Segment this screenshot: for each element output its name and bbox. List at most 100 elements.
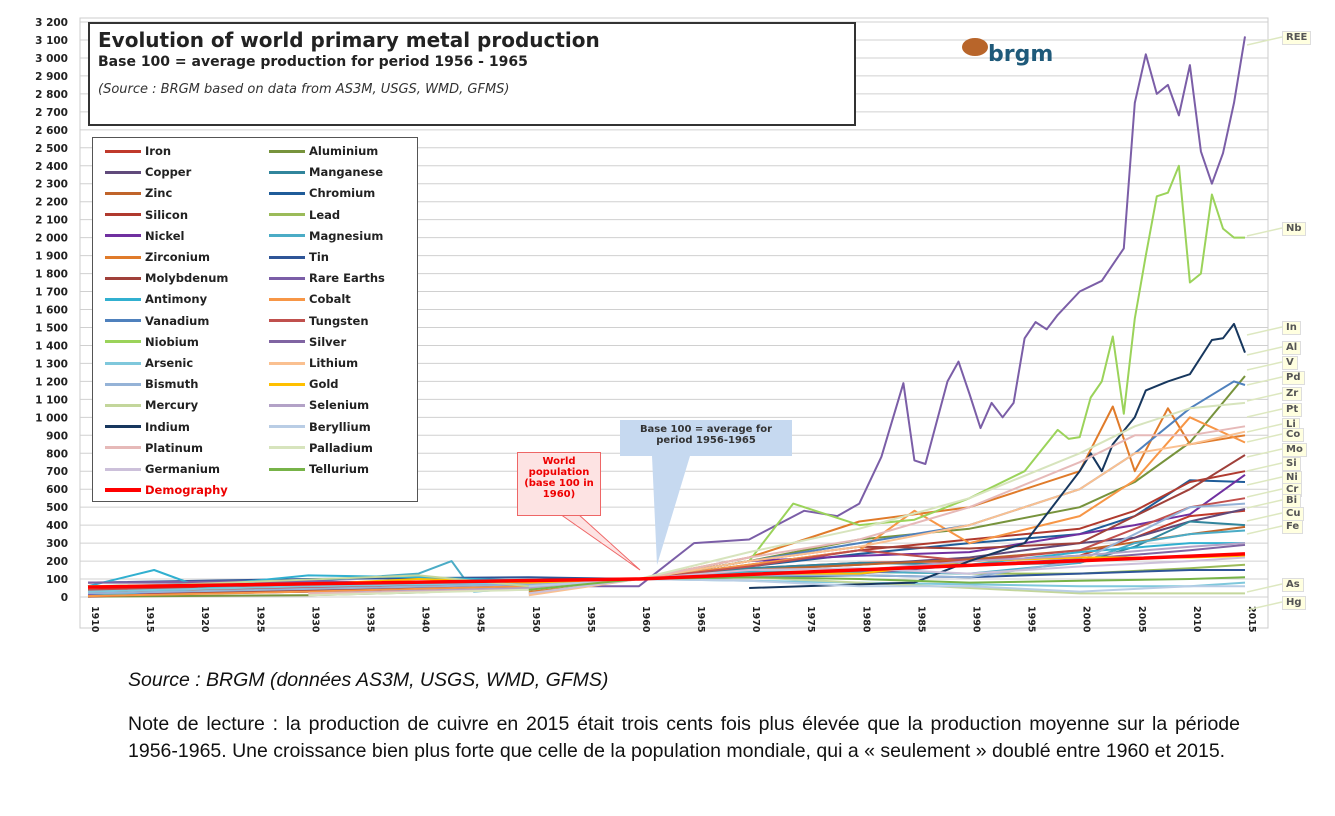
end-label-leader — [1246, 462, 1283, 472]
x-tick-label: 1925 — [254, 606, 265, 632]
end-label-leader — [1246, 499, 1283, 509]
chart-title: Evolution of world primary metal product… — [98, 28, 600, 52]
legend-item: Antimony — [105, 289, 207, 309]
base-callout-text: Base 100 = average for period 1956-1965 — [639, 424, 773, 446]
end-label-leader — [1246, 448, 1283, 458]
series-line-demography — [87, 552, 1246, 589]
y-tick-label: 1 700 — [35, 287, 68, 299]
end-label: Zr — [1282, 387, 1303, 401]
legend-label: Tellurium — [309, 462, 369, 476]
plot-frame — [79, 17, 1269, 629]
y-tick-label: 300 — [46, 538, 68, 550]
end-label-leader — [1246, 392, 1283, 402]
x-tick-label: 1940 — [420, 606, 431, 633]
x-tick-label: 1915 — [144, 606, 155, 632]
legend-item: Molybdenum — [105, 268, 228, 288]
legend-label: Zirconium — [145, 250, 210, 264]
legend-item: Tellurium — [269, 459, 369, 479]
x-tick-label: 1950 — [530, 606, 541, 633]
legend-swatch — [269, 234, 305, 238]
y-tick-label: 3 200 — [35, 17, 68, 29]
y-tick-label: 2 200 — [35, 197, 68, 209]
legend-swatch — [105, 361, 141, 365]
chart-subtitle: Base 100 = average production for period… — [98, 54, 528, 70]
legend-swatch — [269, 170, 305, 174]
base-callout: Base 100 = average for period 1956-1965 — [620, 420, 792, 456]
legend-swatch — [269, 361, 305, 365]
legend-item: Vanadium — [105, 311, 209, 331]
y-tick-label: 1 800 — [35, 269, 68, 281]
legend-swatch — [269, 297, 305, 301]
x-tick-label: 1945 — [475, 606, 486, 632]
x-tick-label: 2010 — [1191, 606, 1202, 633]
series-line-lithium — [528, 430, 1246, 597]
y-tick-label: 2 800 — [35, 89, 68, 101]
brgm-logo-text: brgm — [988, 42, 1054, 67]
metal-production-chart: 0 100 200 300 400 500 600 700 800 900 1 000 1 100 1 … — [35, 17, 1283, 633]
legend-item: Palladium — [269, 438, 373, 458]
legend-swatch — [269, 467, 305, 471]
end-label: REE — [1282, 31, 1312, 45]
end-label-leader — [1246, 512, 1283, 522]
end-label: Si — [1282, 457, 1301, 471]
legend-label: Tungsten — [309, 313, 369, 328]
end-label-leader — [1246, 227, 1283, 237]
legend-swatch — [105, 340, 141, 344]
legend-swatch — [269, 213, 305, 217]
legend-item: Nickel — [105, 226, 184, 246]
legend-label: Silicon — [145, 207, 189, 222]
base-callout-tail — [652, 456, 690, 565]
legend-swatch — [269, 382, 305, 386]
series-line-rare-earths — [87, 36, 1246, 588]
legend-item: Manganese — [269, 162, 383, 182]
end-label-leader — [1246, 408, 1283, 418]
legend-item: Selenium — [269, 395, 369, 415]
legend-swatch — [269, 149, 305, 153]
y-tick-label: 2 400 — [35, 161, 68, 173]
end-label-leader — [1246, 525, 1283, 535]
legend-swatch — [105, 170, 141, 174]
legend-swatch — [105, 488, 141, 493]
legend-label: Bismuth — [145, 377, 199, 392]
legend-label: Copper — [145, 165, 192, 180]
legend-swatch — [269, 425, 305, 429]
legend-swatch — [105, 234, 141, 238]
legend-label: Vanadium — [145, 313, 210, 328]
legend-item: Tungsten — [269, 311, 369, 331]
legend-item: Cobalt — [269, 289, 351, 309]
legend-swatch — [269, 446, 305, 450]
legend-item: Indium — [105, 417, 190, 437]
end-label: Pt — [1282, 403, 1303, 417]
y-tick-label: 2 000 — [35, 233, 68, 245]
legend-label: Chromium — [309, 186, 376, 201]
y-tick-label: 2 600 — [35, 125, 68, 137]
y-tick-label: 2 500 — [35, 143, 68, 155]
legend-swatch — [105, 403, 141, 407]
world-population-text: World population (base 100 in 1960) — [524, 456, 594, 500]
legend-item: Beryllium — [269, 417, 371, 437]
x-tick-label: 1930 — [309, 606, 320, 633]
legend-item: Rare Earths — [269, 268, 385, 288]
legend-label: Beryllium — [309, 419, 371, 434]
legend-label: Gold — [309, 377, 339, 392]
y-tick-label: 800 — [46, 448, 68, 460]
legend-swatch — [105, 213, 141, 217]
x-tick-label: 2015 — [1246, 606, 1257, 632]
legend-swatch — [105, 319, 141, 323]
legend-label: Mercury — [145, 398, 199, 413]
legend-label: Antimony — [145, 292, 208, 307]
chart-title-box: Evolution of world primary metal product… — [88, 22, 856, 126]
legend-swatch — [105, 276, 141, 280]
brgm-logo: brgm — [960, 36, 1080, 67]
y-tick-label: 1 500 — [35, 322, 68, 334]
legend-swatch — [105, 297, 141, 301]
legend-item: Mercury — [105, 395, 198, 415]
legend-swatch — [105, 467, 141, 471]
legend-item: Lead — [269, 205, 340, 225]
legend-item: Tin — [269, 247, 329, 267]
y-tick-label: 3 000 — [35, 53, 68, 65]
legend-label: Demography — [145, 483, 228, 498]
end-label: Co — [1282, 428, 1305, 442]
end-label: Mo — [1282, 443, 1307, 457]
x-tick-label: 1955 — [585, 606, 596, 632]
